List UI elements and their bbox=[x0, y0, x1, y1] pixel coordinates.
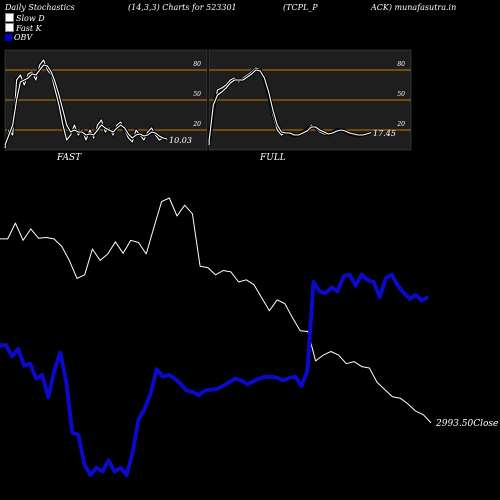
chart-symbol-a: (TCPL_P bbox=[283, 3, 318, 12]
obv-line bbox=[0, 272, 430, 478]
fast-tick-80: 80 bbox=[193, 61, 201, 68]
full-last-value-label: 17.45 bbox=[373, 129, 396, 138]
full-panel-title: FULL bbox=[260, 153, 286, 163]
fast-series-slow-d bbox=[4, 64, 168, 146]
full-series-fast-k bbox=[208, 69, 372, 143]
chart-title: Daily Stochastics bbox=[5, 3, 75, 12]
full-tick-80: 80 bbox=[397, 61, 405, 68]
full-tick-20: 20 bbox=[396, 121, 405, 128]
legend-obv: OBV bbox=[5, 33, 32, 42]
legend-swatch-obv bbox=[5, 34, 12, 41]
legend-fast-k: Fast K bbox=[5, 23, 42, 33]
legend-label-slow-d: Slow D bbox=[16, 14, 45, 23]
legend-label-fast-k: Fast K bbox=[16, 24, 42, 33]
fast-panel-title: FAST bbox=[57, 153, 82, 163]
fast-last-value-label: 10.03 bbox=[169, 136, 192, 145]
chart-params: (14,3,3) Charts for 523301 bbox=[128, 3, 237, 12]
full-tick-50: 50 bbox=[397, 91, 405, 98]
fast-tick-50: 50 bbox=[193, 91, 201, 98]
close-last-value-label: 2993.50Close bbox=[435, 419, 498, 429]
fast-tick-20: 20 bbox=[192, 121, 201, 128]
chart-symbol-b: ACK) munafasutra.in bbox=[371, 3, 457, 12]
legend-slow-d: Slow D bbox=[5, 13, 45, 23]
legend-label-obv: OBV bbox=[14, 33, 33, 42]
legend-swatch-fast-k bbox=[5, 23, 14, 32]
legend-swatch-slow-d bbox=[5, 13, 14, 22]
close-price-line bbox=[0, 197, 432, 424]
